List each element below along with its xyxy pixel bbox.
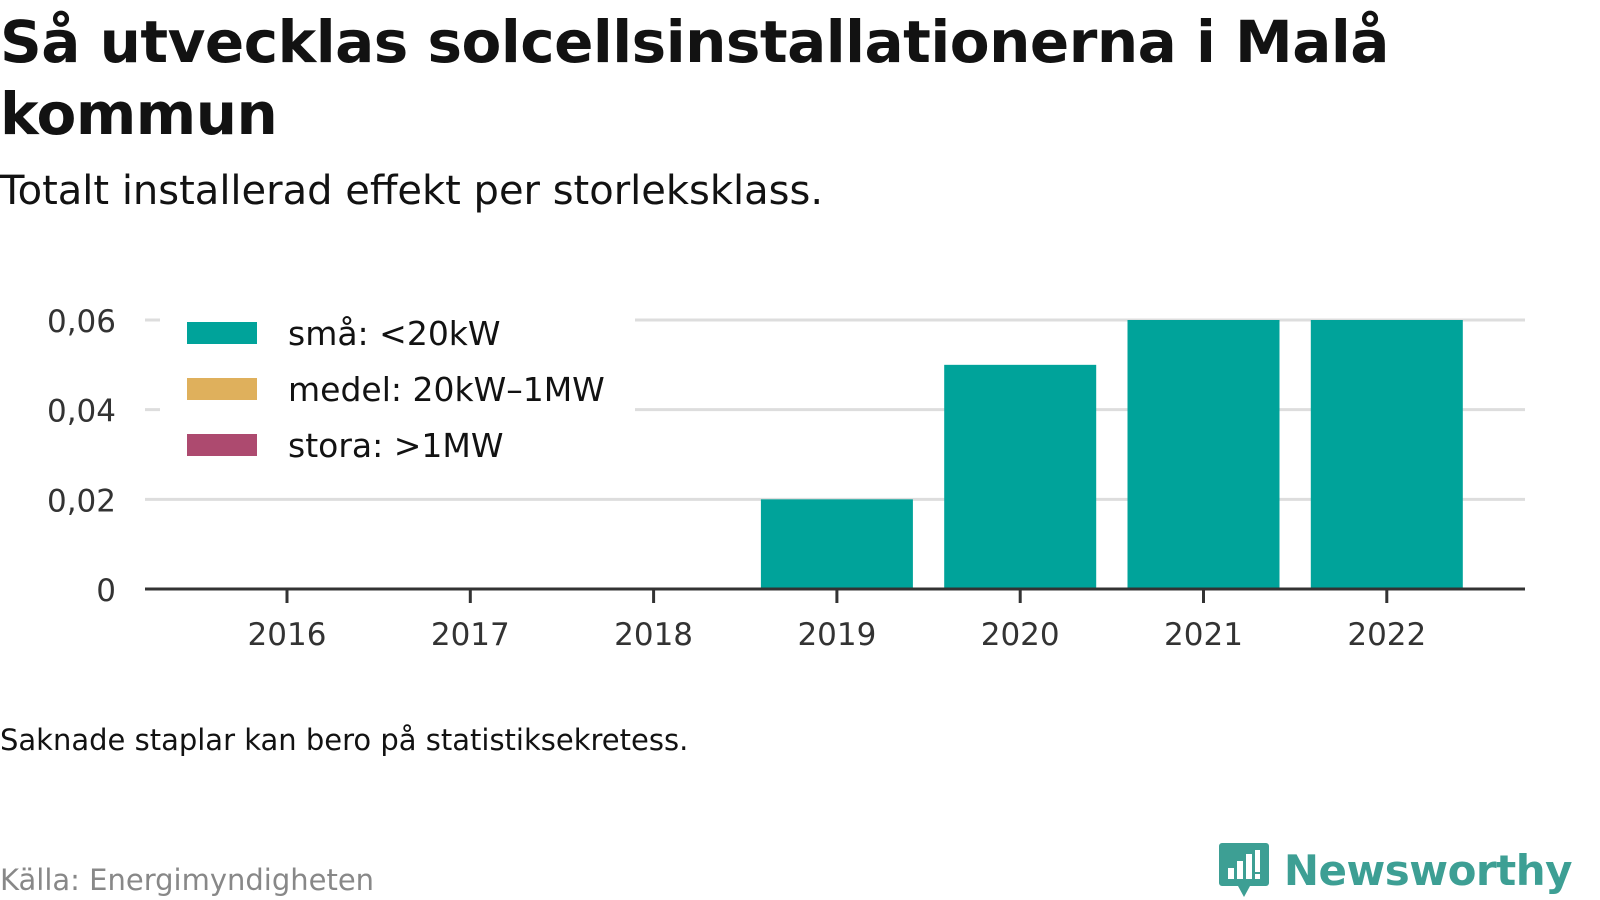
bar-2022-series-0 xyxy=(1310,320,1463,589)
newsworthy-logo: Newsworthy xyxy=(1218,840,1573,900)
x-tick-label: 2022 xyxy=(1347,617,1426,653)
bar-chart-speech-bubble-icon xyxy=(1218,843,1269,897)
y-tick-label: 0,02 xyxy=(47,483,116,519)
y-tick-label: 0,06 xyxy=(47,304,116,340)
bar-2021-series-0 xyxy=(1127,320,1280,589)
x-tick-label: 2021 xyxy=(1164,617,1243,653)
bar-2019-series-0 xyxy=(760,499,913,589)
footnote: Saknade staplar kan bero på statistiksek… xyxy=(0,723,689,757)
y-tick-label: 0 xyxy=(96,573,116,609)
legend-label: medel: 20kW–1MW xyxy=(288,370,605,409)
x-tick-label: 2016 xyxy=(248,617,327,653)
legend-label: stora: >1MW xyxy=(288,426,503,465)
legend-swatch xyxy=(187,378,257,400)
legend-swatch xyxy=(187,322,257,344)
y-tick-label: 0,04 xyxy=(47,394,116,430)
bar-chart: 0 0,02 0,04 0,06 2016 2017 2018 2019 2020 2021 202… xyxy=(47,304,1525,653)
legend-label: små: <20kW xyxy=(288,314,501,353)
axes: 0 0,02 0,04 0,06 2016 2017 2018 2019 2020 2021 202… xyxy=(47,304,1525,653)
brand-name: Newsworthy xyxy=(1283,845,1573,895)
bar-2020-series-0 xyxy=(944,364,1097,589)
x-tick-label: 2018 xyxy=(614,617,693,653)
x-tick-label: 2020 xyxy=(981,617,1060,653)
chart-subtitle: Totalt installerad effekt per storlekskl… xyxy=(0,168,824,214)
chart-title: Så utvecklas solcellsinstallationerna i … xyxy=(0,8,1389,148)
x-tick-label: 2017 xyxy=(431,617,510,653)
bars xyxy=(760,320,1463,589)
legend-swatch xyxy=(187,434,257,456)
x-tick-label: 2019 xyxy=(797,617,876,653)
legend: små: <20kW medel: 20kW–1MW stora: >1MW xyxy=(160,310,635,482)
source-credit: Källa: Energimyndigheten xyxy=(0,863,375,897)
